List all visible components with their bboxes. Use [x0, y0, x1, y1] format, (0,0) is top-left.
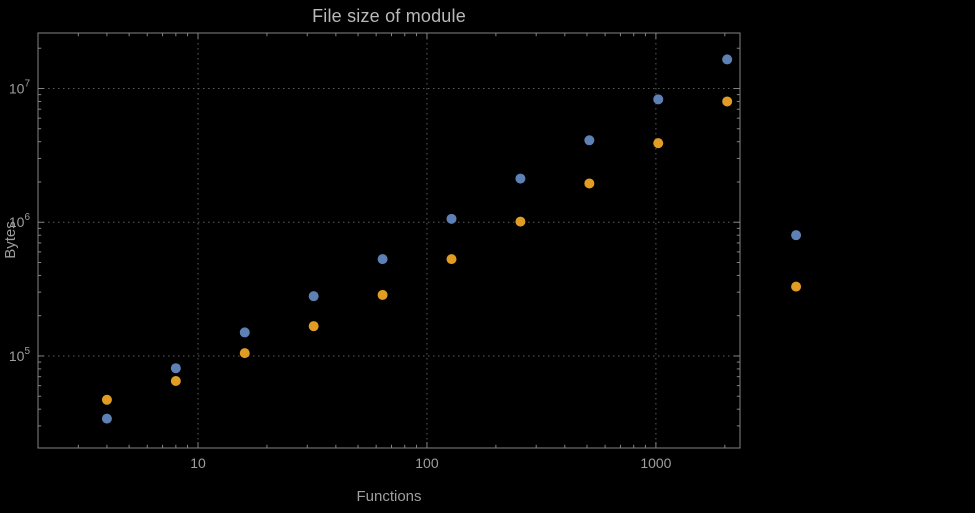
data-point-series-2-orange [308, 321, 319, 332]
y-tick-label: 107 [9, 78, 31, 96]
x-axis-label: Functions [356, 488, 422, 505]
data-point-series-2-orange [791, 281, 802, 292]
y-tick-exponent: 5 [24, 346, 30, 357]
data-point-series-2-orange [446, 254, 457, 265]
data-point-series-1-blue [791, 230, 802, 241]
x-tick-label: 100 [415, 455, 439, 471]
data-point-series-1-blue [377, 254, 388, 265]
data-point-series-1-blue [170, 363, 181, 374]
data-point-series-2-orange [722, 96, 733, 107]
data-point-series-2-orange [377, 289, 388, 300]
data-point-series-1-blue [722, 54, 733, 65]
data-point-series-1-blue [584, 135, 595, 146]
data-point-series-2-orange [515, 216, 526, 227]
data-point-series-2-orange [653, 138, 664, 149]
plot-frame [37, 32, 741, 449]
data-point-series-1-blue [239, 327, 250, 338]
data-point-series-2-orange [101, 394, 112, 405]
data-point-series-2-orange [170, 375, 181, 386]
data-point-series-2-orange [239, 348, 250, 359]
x-tick-label: 1000 [640, 455, 671, 471]
data-point-series-1-blue [653, 94, 664, 105]
data-point-series-2-orange [584, 178, 595, 189]
chart-title: File size of module [312, 6, 466, 26]
data-point-series-1-blue [308, 291, 319, 302]
y-tick-exponent: 6 [24, 212, 30, 223]
x-tick-label: 10 [190, 455, 206, 471]
data-point-series-1-blue [101, 413, 112, 424]
y-tick-label: 105 [9, 346, 31, 364]
y-tick-exponent: 7 [24, 78, 30, 89]
y-axis-label: Bytes [2, 221, 19, 259]
data-point-series-1-blue [446, 213, 457, 224]
data-point-series-1-blue [515, 173, 526, 184]
